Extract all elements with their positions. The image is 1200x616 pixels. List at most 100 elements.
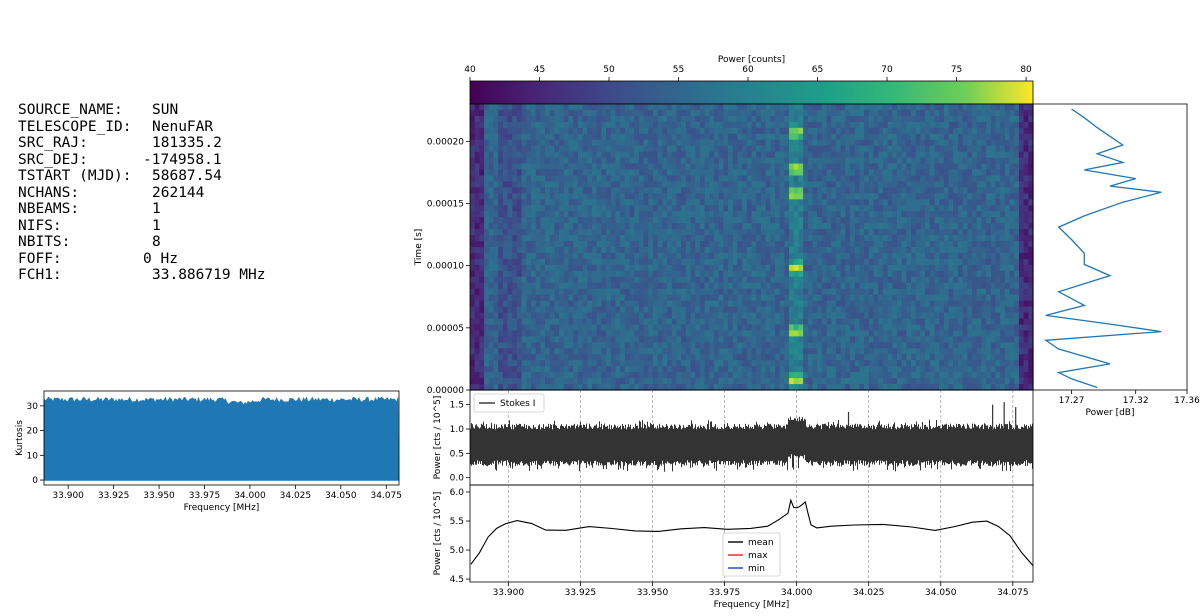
waterfall-cell xyxy=(615,109,621,117)
waterfall-cell xyxy=(662,276,668,284)
waterfall-cell xyxy=(652,223,659,230)
waterfall-cell xyxy=(606,270,612,278)
waterfall-cell xyxy=(892,187,898,194)
waterfall-cell xyxy=(948,336,954,343)
waterfall-cell xyxy=(615,282,621,290)
waterfall-cell xyxy=(807,181,814,189)
waterfall-cell xyxy=(676,229,682,236)
waterfall-cell xyxy=(638,264,645,272)
waterfall-cell xyxy=(1028,223,1034,230)
waterfall-cell xyxy=(1000,318,1006,326)
waterfall-cell xyxy=(821,133,828,141)
waterfall-cell xyxy=(732,187,739,194)
waterfall-cell xyxy=(873,241,879,248)
waterfall-cell xyxy=(652,157,659,165)
waterfall-cell xyxy=(845,217,851,224)
waterfall-cell xyxy=(1009,264,1015,272)
waterfall-cell xyxy=(817,282,823,290)
waterfall-cell xyxy=(563,211,570,218)
waterfall-cell xyxy=(643,211,649,218)
waterfall-cell xyxy=(709,300,715,308)
waterfall-cell xyxy=(1014,336,1020,343)
waterfall-cell xyxy=(774,169,781,177)
waterfall-cell xyxy=(737,151,743,159)
waterfall-cell xyxy=(648,223,654,230)
waterfall-cell xyxy=(474,294,480,302)
waterfall-cell xyxy=(652,229,659,236)
waterfall-cell xyxy=(981,109,987,117)
waterfall-cell xyxy=(831,324,837,332)
waterfall-cell xyxy=(493,133,499,141)
waterfall-cell xyxy=(530,258,537,266)
waterfall-cell xyxy=(610,336,617,343)
waterfall-cell xyxy=(516,139,523,147)
waterfall-cell xyxy=(803,193,809,200)
waterfall-cell xyxy=(474,235,480,242)
waterfall-cell xyxy=(568,282,574,290)
waterfall-cell xyxy=(610,306,617,314)
waterfall-cell xyxy=(967,336,973,343)
waterfall-cell xyxy=(488,336,495,343)
waterfall-cell xyxy=(995,175,1001,183)
waterfall-cell xyxy=(470,199,476,206)
waterfall-cell xyxy=(737,205,743,212)
waterfall-cell xyxy=(915,270,921,278)
waterfall-cell xyxy=(591,181,598,189)
waterfall-cell xyxy=(770,294,776,302)
waterfall-cell xyxy=(784,193,790,200)
waterfall-cell xyxy=(929,205,936,212)
waterfall-cell xyxy=(587,217,593,224)
waterfall-cell xyxy=(854,205,861,212)
waterfall-cell xyxy=(723,217,729,224)
waterfall-cell xyxy=(620,288,626,296)
waterfall-cell xyxy=(629,252,635,260)
waterfall-cell xyxy=(845,342,851,349)
waterfall-cell xyxy=(652,199,659,206)
waterfall-cell xyxy=(882,312,889,320)
waterfall-cell xyxy=(643,151,649,159)
waterfall-cell xyxy=(887,187,893,194)
waterfall-cell xyxy=(939,127,945,135)
waterfall-cell xyxy=(812,241,818,248)
waterfall-cell xyxy=(573,229,579,236)
waterfall-cell xyxy=(624,270,631,278)
waterfall-cell xyxy=(563,145,570,153)
waterfall-cell xyxy=(943,300,950,308)
waterfall-cell xyxy=(939,342,945,349)
waterfall-cell xyxy=(493,264,499,272)
waterfall-cell xyxy=(1023,241,1029,248)
waterfall-cell xyxy=(601,121,607,129)
waterfall-cell xyxy=(549,157,556,165)
waterfall-cell xyxy=(470,181,476,189)
waterfall-cell xyxy=(657,282,663,290)
waterfall-cell xyxy=(516,104,523,111)
waterfall-cell xyxy=(878,270,884,278)
waterfall-cell xyxy=(835,306,842,314)
kurtosis-xtick-label: 33.975 xyxy=(189,491,221,501)
waterfall-cell xyxy=(643,318,649,326)
waterfall-cell xyxy=(746,282,753,290)
waterfall-cell xyxy=(756,199,762,206)
waterfall-cell xyxy=(516,193,523,200)
waterfall-cell xyxy=(493,223,499,230)
waterfall-cell xyxy=(1018,294,1025,302)
waterfall-cell xyxy=(479,181,485,189)
waterfall-cell xyxy=(939,264,945,272)
waterfall-cell xyxy=(474,157,480,165)
waterfall-cell xyxy=(807,163,814,171)
waterfall-cell xyxy=(981,306,987,314)
waterfall-cell xyxy=(807,187,814,194)
waterfall-cell xyxy=(1004,270,1011,278)
waterfall-cell xyxy=(821,193,828,200)
waterfall-cell xyxy=(929,276,936,284)
waterfall-cell xyxy=(835,294,842,302)
waterfall-cell xyxy=(535,270,541,278)
waterfall-cell xyxy=(826,157,832,165)
waterfall-cell xyxy=(957,199,964,206)
waterfall-cell xyxy=(540,330,546,337)
waterfall-cell xyxy=(695,330,701,337)
waterfall-cell xyxy=(728,229,734,236)
waterfall-cell xyxy=(582,270,588,278)
waterfall-cell xyxy=(488,193,495,200)
waterfall-cell xyxy=(789,318,795,326)
